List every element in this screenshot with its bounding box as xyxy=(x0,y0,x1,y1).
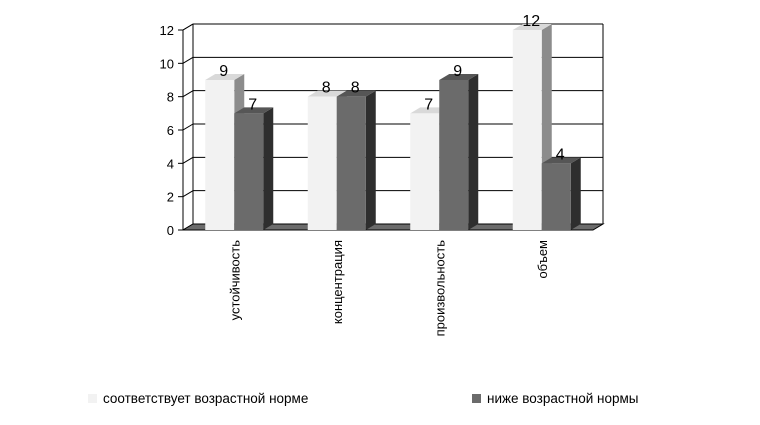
y-tick-label: 4 xyxy=(167,156,174,171)
bar-top xyxy=(512,24,552,30)
bar-side xyxy=(570,157,581,230)
category-label: объем xyxy=(535,240,550,279)
y-tick-label: 8 xyxy=(167,90,174,105)
bar-front xyxy=(234,113,264,230)
y-tick-label: 6 xyxy=(167,123,174,138)
data-label: 9 xyxy=(453,63,462,80)
bar-top xyxy=(336,90,376,97)
bar-front xyxy=(512,30,542,230)
y-tick-label: 12 xyxy=(160,23,174,38)
bar-front xyxy=(439,80,469,230)
gridline-slant xyxy=(182,56,194,64)
y-axis: 0 2 4 6 8 10 12 xyxy=(160,23,183,238)
y-tick-label: 0 xyxy=(167,223,174,238)
data-label: 8 xyxy=(351,80,360,97)
bar-side xyxy=(365,90,376,231)
bar-0-1 xyxy=(234,107,274,230)
bar-chart: 0 2 4 6 8 10 12 9 7 8 8 7 9 12 4 устойчивость концентр… xyxy=(160,13,605,337)
bar-top xyxy=(205,74,245,80)
category-label: концентрация xyxy=(330,240,345,324)
data-label: 7 xyxy=(424,96,433,113)
data-labels: 9 7 8 8 7 9 12 4 xyxy=(219,13,565,163)
bar-side xyxy=(468,74,479,230)
gridline-slant xyxy=(182,156,194,164)
data-label: 8 xyxy=(322,80,331,97)
bar-front xyxy=(541,163,571,230)
bar-top xyxy=(439,74,479,80)
data-label: 7 xyxy=(248,96,257,113)
legend-item-series-2: ниже возрастной нормы xyxy=(472,388,639,408)
legend-label-series-1: соответствует возрастной норме xyxy=(103,390,309,406)
bars xyxy=(205,24,581,231)
bar-2-1 xyxy=(439,74,479,230)
data-label: 4 xyxy=(556,146,565,163)
y-tick-label: 10 xyxy=(160,56,174,71)
gridline-slant xyxy=(182,23,194,31)
bar-front xyxy=(307,96,337,231)
legend-swatch-series-2 xyxy=(472,393,481,403)
category-labels: устойчивость концентрация произвольность об… xyxy=(227,240,550,337)
bar-side xyxy=(263,107,274,230)
gridline-slant xyxy=(182,190,194,198)
bar-top xyxy=(234,107,274,114)
bar-front xyxy=(410,113,440,230)
category-label: произвольность xyxy=(432,240,447,337)
bar-front xyxy=(205,80,235,230)
bar-1-1 xyxy=(336,90,376,231)
category-label: устойчивость xyxy=(227,240,242,321)
legend-label-series-2: ниже возрастной нормы xyxy=(487,390,639,406)
bar-3-0 xyxy=(512,24,552,230)
gridline-slant xyxy=(182,90,194,98)
legend-item-series-1: соответствует возрастной норме xyxy=(88,388,308,408)
gridline-slant xyxy=(182,123,194,131)
y-tick-label: 2 xyxy=(167,190,174,205)
legend-swatch-series-1 xyxy=(88,393,97,403)
bar-top xyxy=(307,90,347,97)
data-label: 12 xyxy=(522,13,540,30)
data-label: 9 xyxy=(219,63,228,80)
bar-3-1 xyxy=(541,157,581,230)
legend: соответствует возрастной норме ниже возр… xyxy=(0,388,760,408)
bar-front xyxy=(336,96,366,231)
bar-top xyxy=(541,157,581,164)
